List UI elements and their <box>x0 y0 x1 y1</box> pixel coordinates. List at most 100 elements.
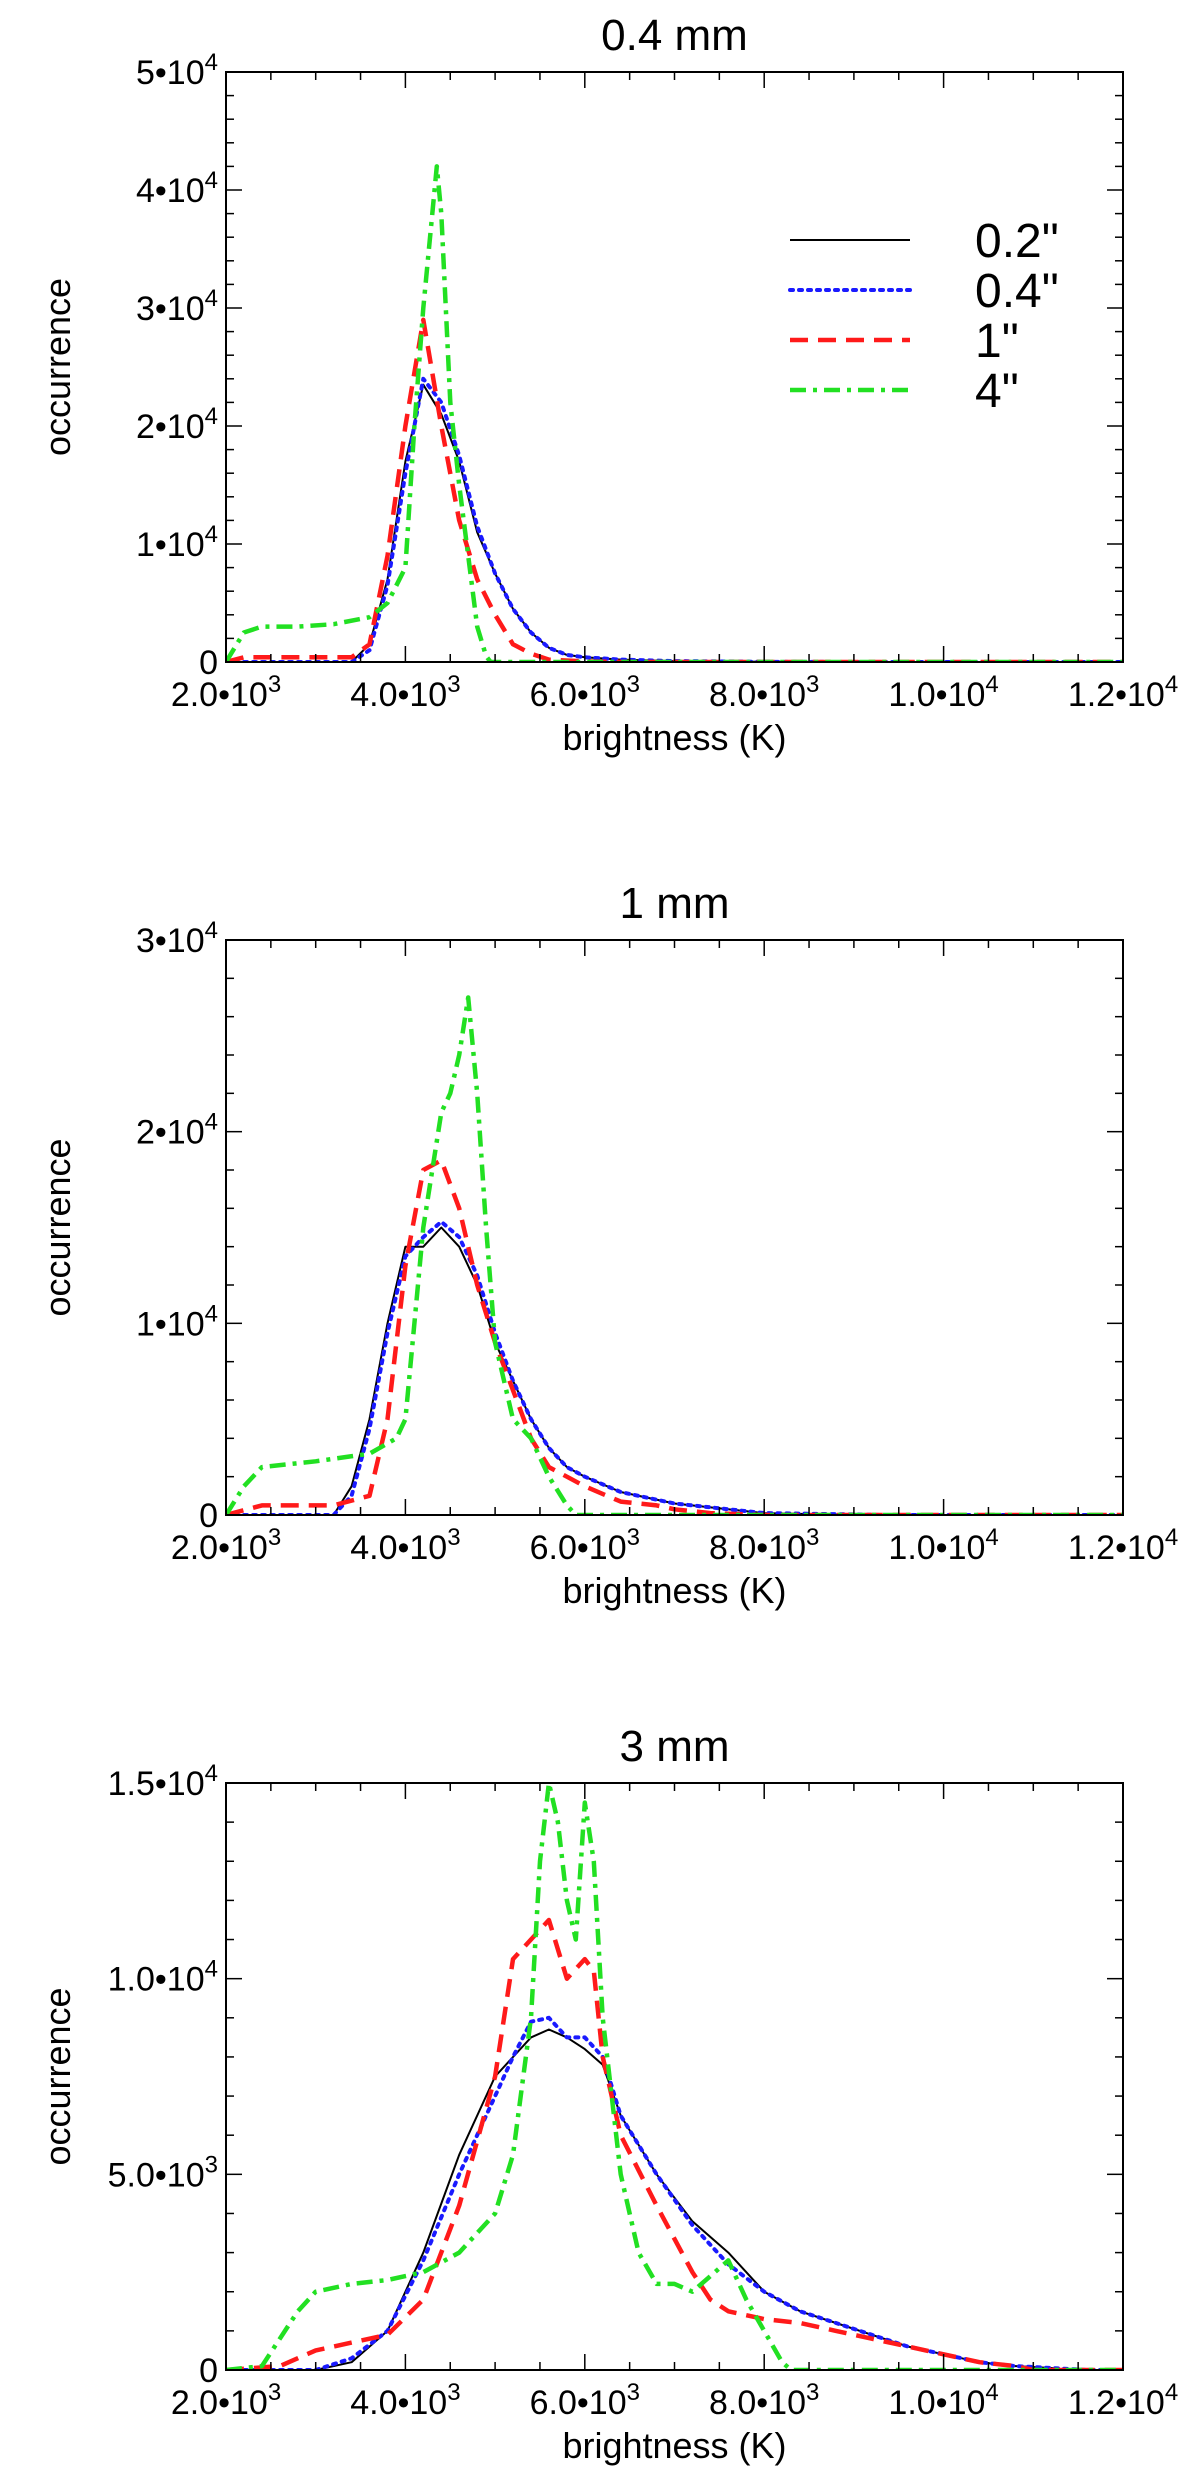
x-tick-label-times: •10 <box>577 1529 627 1567</box>
y-tick-label: 1.0•104 <box>108 1956 218 1999</box>
panel-3: 3 mm2.0•103 4.0•103 6.0•103 8.0•103 1.0•104 1… <box>37 1722 1178 2466</box>
x-tick-label-exponent: 3 <box>627 671 640 698</box>
x-tick-label: 4.0•103 <box>350 1524 460 1567</box>
x-tick-label-mantissa: 1.0 <box>888 2384 935 2422</box>
x-tick-label-times: •10 <box>756 1529 806 1567</box>
x-tick-label-exponent: 3 <box>268 671 281 698</box>
y-tick-label-times: •10 <box>155 526 205 564</box>
y-tick-label: 3•104 <box>136 917 218 960</box>
x-tick-label: 8.0•103 <box>709 671 819 714</box>
x-tick-label-mantissa: 1.0 <box>888 1529 935 1567</box>
y-tick-label: 1.5•104 <box>108 1760 218 1803</box>
series-line-4 <box>226 1783 1123 2370</box>
x-tick-label-times: •10 <box>1115 1529 1165 1567</box>
x-tick-label-exponent: 3 <box>627 1524 640 1551</box>
y-tick-label-times: •10 <box>155 2156 205 2194</box>
x-tick-label-mantissa: 6.0 <box>530 676 577 714</box>
y-tick-label: 2•104 <box>136 403 218 446</box>
x-tick-label-exponent: 4 <box>1165 2379 1178 2406</box>
x-tick-label-exponent: 4 <box>1165 1524 1178 1551</box>
legend-label: 0.2" <box>975 215 1059 268</box>
y-tick-label-mantissa: 2 <box>136 1114 155 1152</box>
y-tick-label-times: •10 <box>155 1114 205 1152</box>
y-tick-label-mantissa: 1.0 <box>108 1961 155 1999</box>
y-tick-label-mantissa: 2 <box>136 408 155 446</box>
y-tick-label: 5•104 <box>136 49 218 92</box>
y-tick-label-exponent: 4 <box>205 1300 218 1327</box>
x-tick-label-times: •10 <box>936 2384 986 2422</box>
x-tick-label: 1.2•104 <box>1068 671 1178 714</box>
x-tick-label-mantissa: 1.0 <box>888 676 935 714</box>
x-tick-label-times: •10 <box>218 1529 268 1567</box>
y-tick-label: 2•104 <box>136 1109 218 1152</box>
series-line-0-4 <box>226 1219 1123 1515</box>
x-tick-label-exponent: 3 <box>268 1524 281 1551</box>
x-tick-label: 8.0•103 <box>709 2379 819 2422</box>
series-line-4 <box>226 995 1123 1515</box>
x-tick-label-mantissa: 6.0 <box>530 2384 577 2422</box>
x-axis-label: brightness (K) <box>562 717 786 758</box>
y-tick-label-times: •10 <box>155 1305 205 1343</box>
x-tick-label-times: •10 <box>397 2384 447 2422</box>
y-tick-label-mantissa: 3 <box>136 922 155 960</box>
x-tick-label-times: •10 <box>936 676 986 714</box>
x-tick-label-times: •10 <box>756 676 806 714</box>
x-tick-label-exponent: 4 <box>985 1524 998 1551</box>
x-tick-label-mantissa: 4.0 <box>350 2384 397 2422</box>
series-line-0-4 <box>226 376 1123 662</box>
y-tick-label-exponent: 3 <box>205 2151 218 2178</box>
x-tick-label-times: •10 <box>577 676 627 714</box>
y-tick-label-exponent: 4 <box>205 917 218 944</box>
y-tick-label-times: •10 <box>155 290 205 328</box>
x-tick-label-exponent: 3 <box>806 671 819 698</box>
y-tick-label-mantissa: 1 <box>136 1305 155 1343</box>
y-tick-label: 3•104 <box>136 285 218 328</box>
y-tick-label-mantissa: 5 <box>136 54 155 92</box>
legend: 0.2"0.4"1"4" <box>788 215 1059 418</box>
x-tick-label-exponent: 4 <box>1165 671 1178 698</box>
y-tick-label-mantissa: 0 <box>199 1497 218 1535</box>
x-tick-label-times: •10 <box>577 2384 627 2422</box>
x-tick-label: 1.0•104 <box>888 1524 998 1567</box>
y-tick-label-exponent: 4 <box>205 1109 218 1136</box>
y-tick-label-mantissa: 0 <box>199 644 218 682</box>
y-tick-label-exponent: 4 <box>205 1760 218 1787</box>
series-line-4 <box>226 164 1123 662</box>
x-tick-label-mantissa: 6.0 <box>530 1529 577 1567</box>
series-line-0-4 <box>226 2015 1123 2370</box>
x-tick-label-mantissa: 1.2 <box>1068 1529 1115 1567</box>
x-tick-label-exponent: 3 <box>627 2379 640 2406</box>
y-tick-label: 0 <box>199 644 218 682</box>
panel-title: 0.4 mm <box>601 11 748 60</box>
y-tick-label: 1•104 <box>136 521 218 564</box>
x-tick-label-times: •10 <box>756 2384 806 2422</box>
y-tick-label-times: •10 <box>155 172 205 210</box>
y-tick-label-mantissa: 4 <box>136 172 155 210</box>
x-tick-label-mantissa: 4.0 <box>350 676 397 714</box>
series-line-1 <box>226 1917 1123 2370</box>
y-tick-label-times: •10 <box>155 1765 205 1803</box>
y-axis-label: occurrence <box>37 1138 78 1316</box>
x-tick-label-exponent: 3 <box>806 2379 819 2406</box>
panel-1: 0.4 mm2.0•103 4.0•103 6.0•103 8.0•103 1.0•10… <box>37 11 1178 758</box>
legend-label: 4" <box>975 365 1019 418</box>
legend-label: 0.4" <box>975 265 1059 318</box>
y-tick-label: 0 <box>199 1497 218 1535</box>
x-tick-label-times: •10 <box>218 676 268 714</box>
x-tick-label-exponent: 3 <box>447 671 460 698</box>
y-axis-label: occurrence <box>37 1987 78 2165</box>
x-tick-label-times: •10 <box>1115 2384 1165 2422</box>
y-tick-label: 0 <box>199 2352 218 2390</box>
x-tick-label-exponent: 4 <box>985 2379 998 2406</box>
x-tick-label-exponent: 3 <box>447 2379 460 2406</box>
x-tick-label: 2.0•103 <box>171 1524 281 1567</box>
x-tick-label-mantissa: 4.0 <box>350 1529 397 1567</box>
x-tick-label: 2.0•103 <box>171 671 281 714</box>
y-tick-label-exponent: 4 <box>205 521 218 548</box>
x-tick-label-mantissa: 1.2 <box>1068 676 1115 714</box>
x-tick-label-exponent: 4 <box>985 671 998 698</box>
legend-label: 1" <box>975 315 1019 368</box>
x-tick-label-times: •10 <box>936 1529 986 1567</box>
x-tick-label: 1.0•104 <box>888 671 998 714</box>
x-tick-label-mantissa: 1.2 <box>1068 2384 1115 2422</box>
